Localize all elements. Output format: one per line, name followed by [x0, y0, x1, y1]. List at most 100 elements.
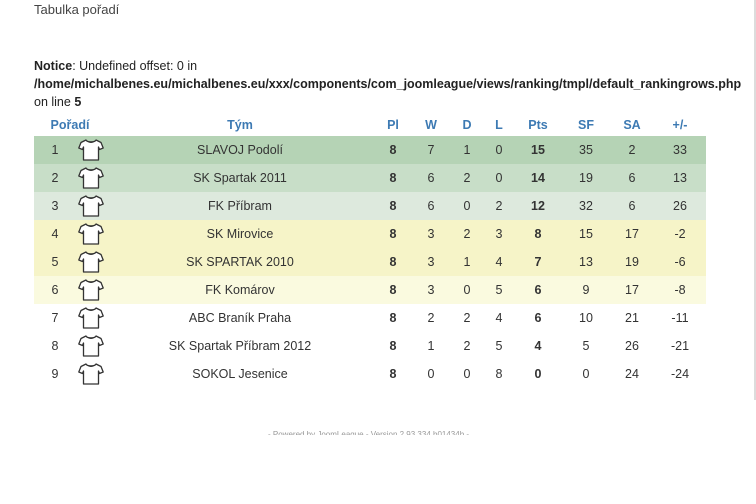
wins-cell: 3: [412, 220, 450, 248]
score-for-cell: 15: [562, 220, 610, 248]
jersey-icon: [78, 307, 104, 329]
draws-cell: 2: [450, 220, 484, 248]
header-points[interactable]: Pts: [528, 118, 548, 132]
wins-cell: 7: [412, 136, 450, 164]
header-losses[interactable]: L: [495, 118, 503, 132]
page-heading: Tabulka pořadí: [34, 2, 120, 17]
points-cell: 12: [514, 192, 562, 220]
goal-diff-cell: -8: [654, 276, 706, 304]
score-against-cell: 6: [610, 192, 654, 220]
goal-diff-cell: -11: [654, 304, 706, 332]
team-name-link[interactable]: SK Spartak 2011: [106, 164, 374, 192]
losses-cell: 0: [484, 136, 514, 164]
draws-cell: 0: [450, 360, 484, 388]
played-cell: 8: [374, 248, 412, 276]
jersey-icon: [78, 167, 104, 189]
draws-cell: 2: [450, 332, 484, 360]
jersey-icon: [78, 363, 104, 385]
team-name-link[interactable]: SOKOL Jesenice: [106, 360, 374, 388]
wins-cell: 0: [412, 360, 450, 388]
ranking-rows: 1 SLAVOJ Podolí 8 7 1 0 15 35 2 33 2 SK Spartak 201…: [34, 136, 706, 388]
score-for-cell: 35: [562, 136, 610, 164]
wins-cell: 3: [412, 276, 450, 304]
ranking-table: Pořadí Tým Pl W D L Pts SF SA +/- 1 SLAVO…: [34, 114, 706, 388]
team-logo-cell: [76, 360, 106, 388]
rank-cell: 9: [34, 360, 76, 388]
notice-line-prefix: on line: [34, 95, 75, 109]
header-score-against[interactable]: SA: [623, 118, 641, 132]
wins-cell: 2: [412, 304, 450, 332]
jersey-icon: [78, 223, 104, 245]
php-notice: Notice: Undefined offset: 0 in /home/mic…: [34, 57, 741, 111]
played-cell: 8: [374, 164, 412, 192]
score-against-cell: 19: [610, 248, 654, 276]
points-cell: 6: [514, 304, 562, 332]
score-for-cell: 10: [562, 304, 610, 332]
losses-cell: 2: [484, 192, 514, 220]
points-cell: 0: [514, 360, 562, 388]
header-draws[interactable]: D: [462, 118, 472, 132]
header-score-for[interactable]: SF: [578, 118, 594, 132]
notice-line-number: 5: [74, 95, 82, 109]
notice-label: Notice: [34, 59, 73, 73]
played-cell: 8: [374, 360, 412, 388]
wins-cell: 3: [412, 248, 450, 276]
goal-diff-cell: 13: [654, 164, 706, 192]
jersey-icon: [78, 195, 104, 217]
team-name-link[interactable]: ABC Braník Praha: [106, 304, 374, 332]
header-wins[interactable]: W: [425, 118, 437, 132]
score-for-cell: 0: [562, 360, 610, 388]
losses-cell: 4: [484, 304, 514, 332]
header-rank[interactable]: Pořadí: [50, 118, 90, 132]
team-name-link[interactable]: SK Mirovice: [106, 220, 374, 248]
losses-cell: 5: [484, 276, 514, 304]
team-logo-cell: [76, 332, 106, 360]
played-cell: 8: [374, 192, 412, 220]
draws-cell: 0: [450, 192, 484, 220]
rank-cell: 1: [34, 136, 76, 164]
goal-diff-cell: -21: [654, 332, 706, 360]
team-name-link[interactable]: SK SPARTAK 2010: [106, 248, 374, 276]
team-logo-cell: [76, 136, 106, 164]
score-against-cell: 6: [610, 164, 654, 192]
played-cell: 8: [374, 136, 412, 164]
played-cell: 8: [374, 304, 412, 332]
losses-cell: 0: [484, 164, 514, 192]
goal-diff-cell: 33: [654, 136, 706, 164]
team-logo-cell: [76, 220, 106, 248]
powered-by-footer[interactable]: - Powered by JoomLeague - Version 2.93.3…: [268, 430, 470, 435]
draws-cell: 1: [450, 248, 484, 276]
draws-cell: 1: [450, 136, 484, 164]
table-row: 6 FK Komárov 8 3 0 5 6 9 17 -8: [34, 276, 706, 304]
table-row: 3 FK Příbram 8 6 0 2 12 32 6 26: [34, 192, 706, 220]
rank-cell: 6: [34, 276, 76, 304]
played-cell: 8: [374, 220, 412, 248]
wins-cell: 1: [412, 332, 450, 360]
header-played[interactable]: Pl: [387, 118, 399, 132]
score-against-cell: 26: [610, 332, 654, 360]
team-name-link[interactable]: FK Příbram: [106, 192, 374, 220]
table-row: 5 SK SPARTAK 2010 8 3 1 4 7 13 19 -6: [34, 248, 706, 276]
header-goal-diff[interactable]: +/-: [672, 118, 688, 132]
score-for-cell: 13: [562, 248, 610, 276]
rank-cell: 4: [34, 220, 76, 248]
points-cell: 7: [514, 248, 562, 276]
team-logo-cell: [76, 248, 106, 276]
team-name-link[interactable]: FK Komárov: [106, 276, 374, 304]
header-team[interactable]: Tým: [227, 118, 253, 132]
score-against-cell: 17: [610, 276, 654, 304]
jersey-icon: [78, 251, 104, 273]
score-for-cell: 32: [562, 192, 610, 220]
team-name-link[interactable]: SK Spartak Příbram 2012: [106, 332, 374, 360]
losses-cell: 4: [484, 248, 514, 276]
team-logo-cell: [76, 164, 106, 192]
rank-cell: 7: [34, 304, 76, 332]
jersey-icon: [78, 139, 104, 161]
team-name-link[interactable]: SLAVOJ Podolí: [106, 136, 374, 164]
wins-cell: 6: [412, 164, 450, 192]
jersey-icon: [78, 279, 104, 301]
goal-diff-cell: -2: [654, 220, 706, 248]
score-for-cell: 9: [562, 276, 610, 304]
table-row: 1 SLAVOJ Podolí 8 7 1 0 15 35 2 33: [34, 136, 706, 164]
goal-diff-cell: -6: [654, 248, 706, 276]
